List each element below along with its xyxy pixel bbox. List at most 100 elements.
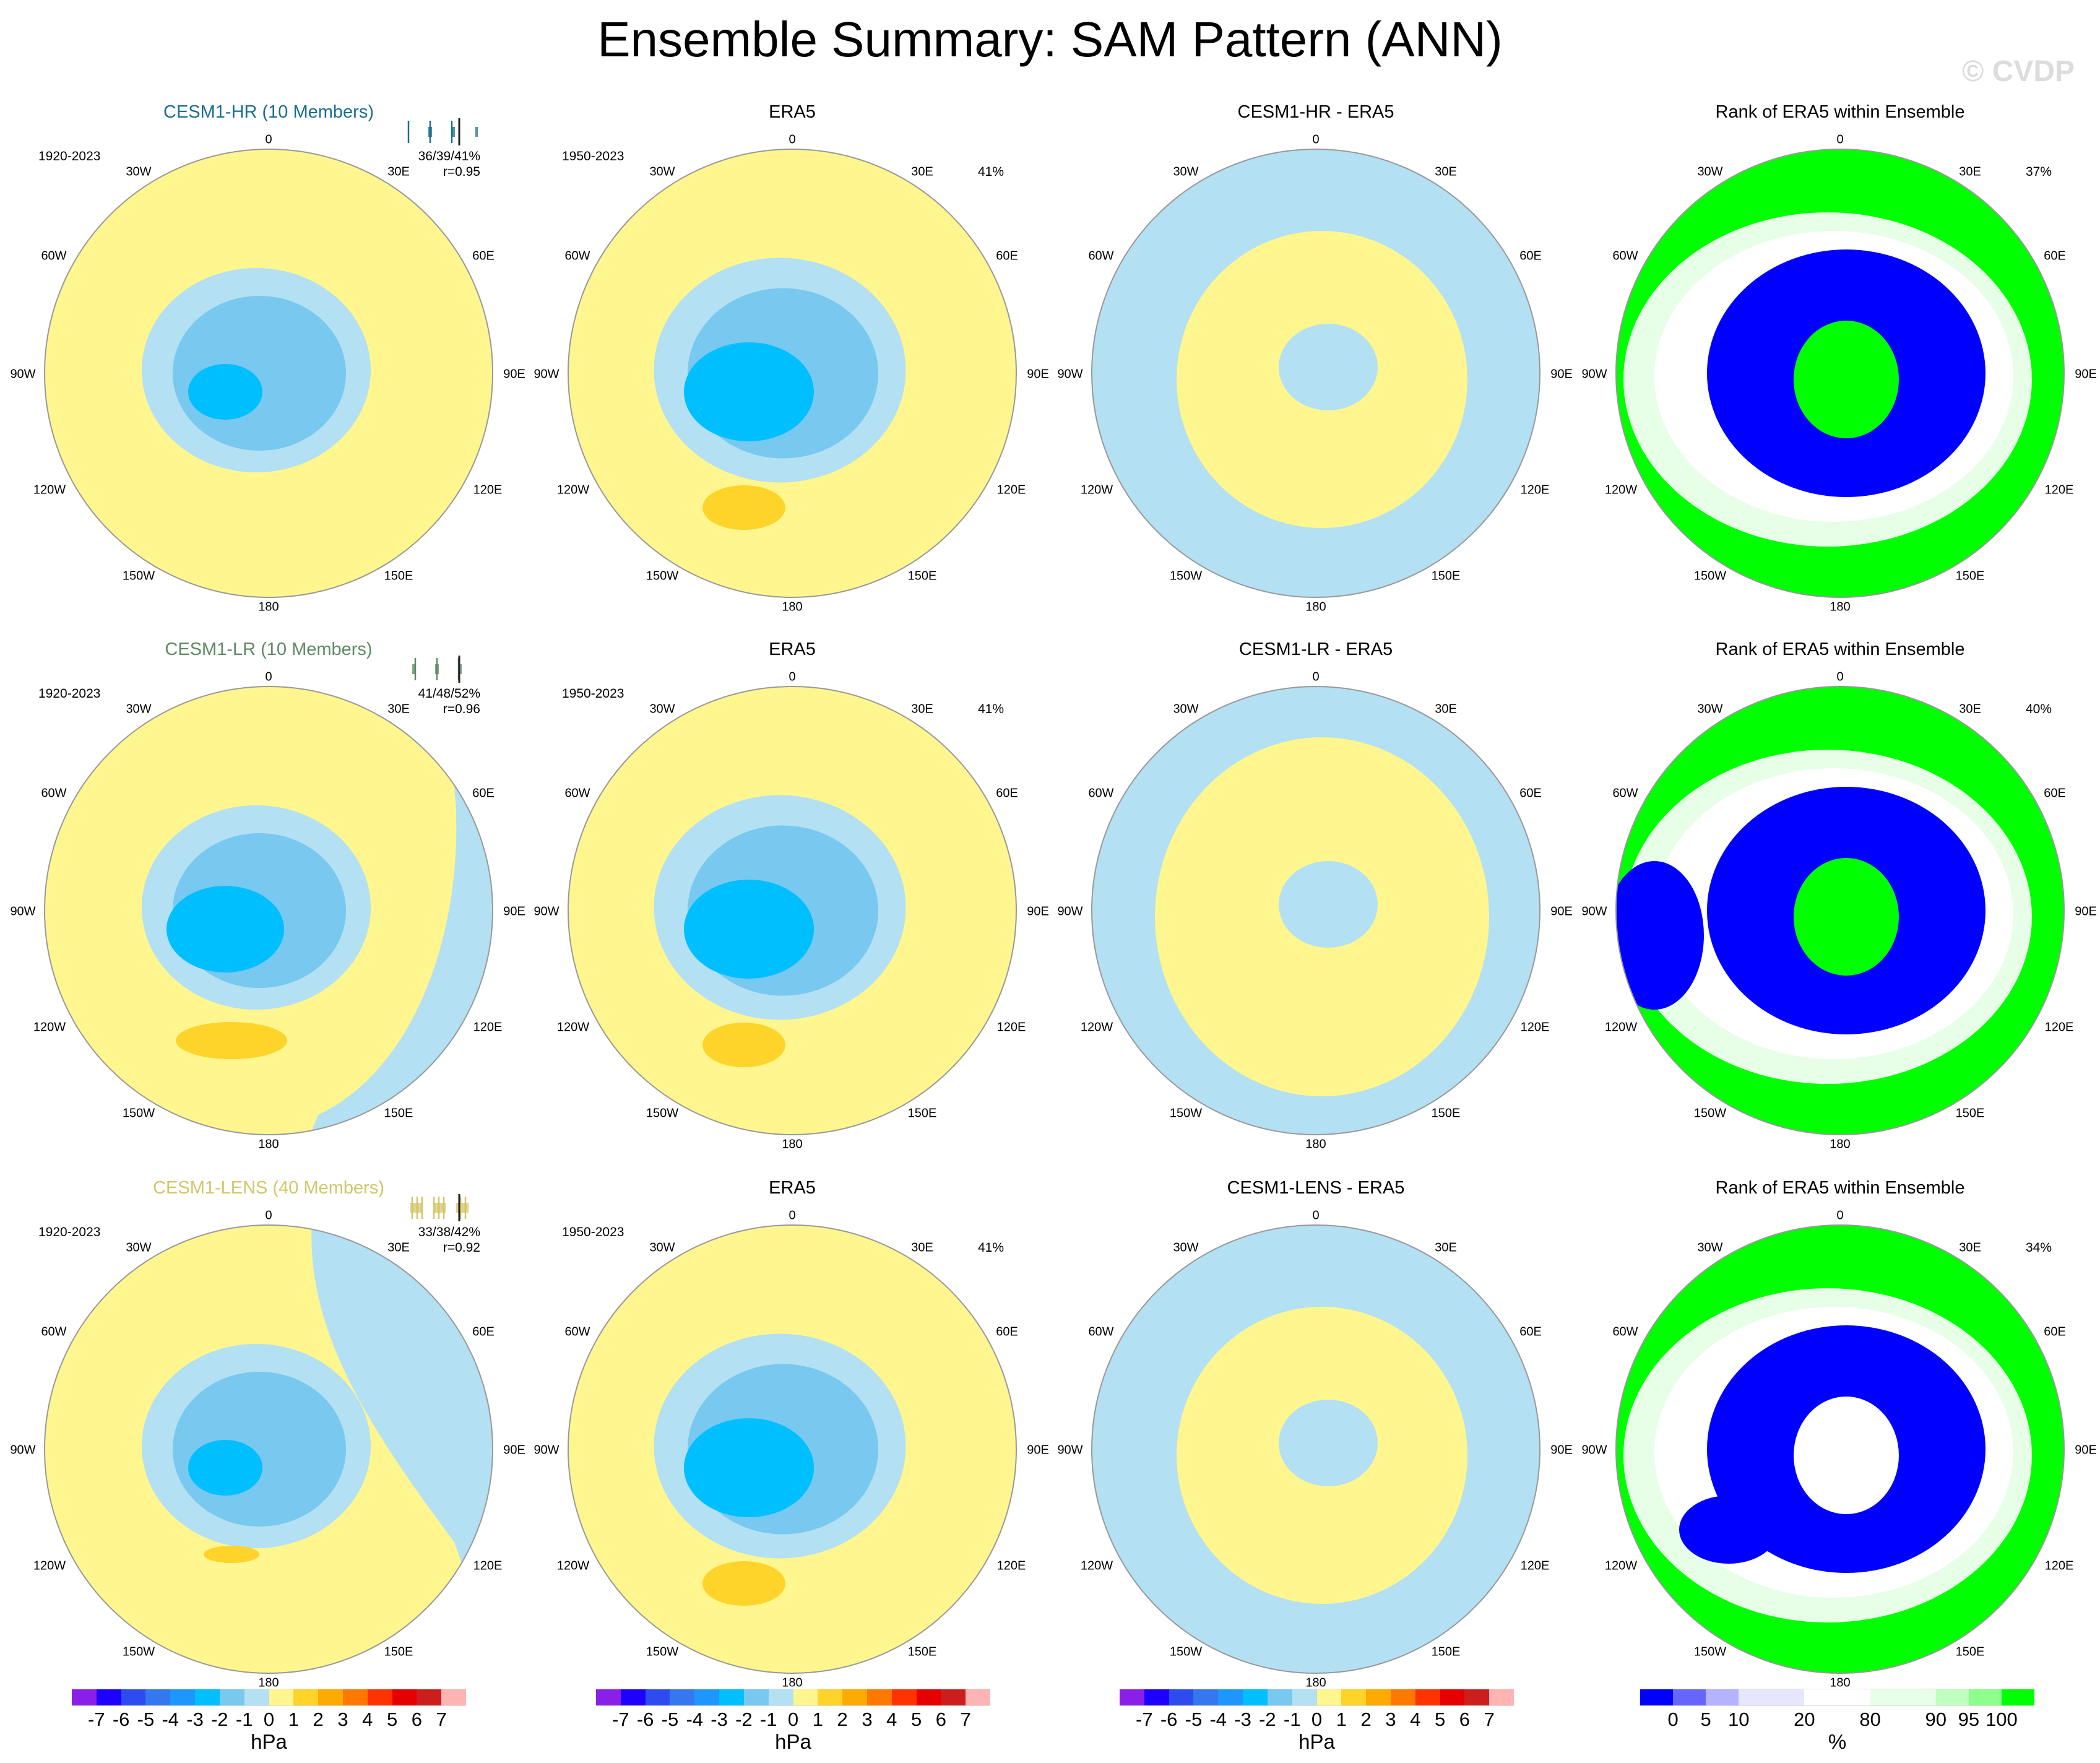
longitude-label: 180 [1830, 1137, 1851, 1151]
colorbar-swatch [743, 1689, 769, 1705]
colorbar-tick-label: 0 [787, 1709, 799, 1730]
longitude-label: 180 [1830, 1676, 1851, 1690]
longitude-label: 150W [122, 569, 155, 583]
longitude-label: 120E [2044, 1020, 2074, 1034]
colorbar-unit: hPa [775, 1730, 811, 1753]
colorbar-tick-label: 1 [288, 1709, 299, 1730]
colorbar-swatch [1415, 1689, 1440, 1705]
colorbar-swatch [596, 1689, 621, 1705]
longitude-label: 150W [1169, 1106, 1203, 1120]
colorbar-tick-label: -5 [661, 1709, 679, 1730]
longitude-label: 150E [1431, 1645, 1461, 1659]
longitude-label: 30E [387, 1241, 410, 1255]
longitude-label: 30W [1697, 1241, 1723, 1255]
longitude-label: 150W [646, 1645, 679, 1659]
colorbar-tick-label: -5 [1185, 1709, 1203, 1730]
longitude-label: 120W [1080, 1020, 1113, 1034]
colorbar-tick-label: 5 [1700, 1709, 1711, 1730]
rank-center [1794, 858, 1899, 976]
longitude-label: 60W [1612, 786, 1638, 800]
longitude-label: 60W [41, 1325, 67, 1339]
colorbar-swatch [966, 1689, 990, 1705]
longitude-label: 120W [556, 1020, 590, 1034]
pattern-correlation: r=0.96 [443, 702, 480, 716]
colorbar-tick-label: -3 [1234, 1709, 1251, 1730]
colorbar-unit: % [1828, 1730, 1847, 1753]
longitude-label: 150W [122, 1645, 155, 1659]
ensemble-member-ticks [412, 656, 462, 683]
colorbar-swatch [195, 1689, 220, 1705]
longitude-label: 60E [996, 1325, 1018, 1339]
longitude-label: 30W [1173, 702, 1199, 716]
longitude-label: 90W [1581, 904, 1607, 919]
contour-plus1 [702, 1023, 785, 1067]
longitude-label: 60W [1088, 249, 1114, 263]
longitude-label: 150W [646, 1106, 679, 1120]
colorbar-swatch [1464, 1689, 1490, 1705]
colorbar-tick-label: 2 [837, 1709, 848, 1730]
colorbar-tick-label: 100 [1985, 1709, 2018, 1730]
contour-minus3 [188, 1440, 262, 1496]
longitude-label: 30W [649, 1241, 675, 1255]
variance-pct-range: 33/38/42% [418, 1225, 480, 1239]
longitude-label: 60W [41, 786, 67, 800]
longitude-label: 150E [1955, 1645, 1985, 1659]
colorbar-tick-label: 6 [1459, 1709, 1470, 1730]
colorbar-tick-label: 3 [862, 1709, 873, 1730]
longitude-label: 150W [1693, 1106, 1727, 1120]
diff-panel-title: CESM1-LENS - ERA5 [1227, 1178, 1405, 1198]
colorbar-swatch [244, 1689, 269, 1705]
longitude-label: 180 [258, 1137, 279, 1151]
longitude-label: 30E [387, 165, 410, 179]
longitude-label: 120E [996, 1559, 1026, 1573]
field [568, 1225, 1016, 1673]
longitude-label: 90W [534, 904, 560, 919]
longitude-label: 90W [1581, 1443, 1607, 1457]
colorbar [1640, 1689, 2034, 1706]
longitude-label: 90E [1550, 1443, 1573, 1457]
longitude-label: 60E [996, 786, 1018, 800]
colorbar-tick-label: 7 [960, 1709, 971, 1730]
obs-panel-title: ERA5 [769, 1178, 816, 1198]
rank-center [1794, 1397, 1899, 1514]
model-panel-title: CESM1-LENS (40 Members) [153, 1178, 384, 1198]
rank-center [1794, 321, 1899, 438]
longitude-label: 120E [1520, 1020, 1550, 1034]
map-boundary [568, 686, 1017, 1135]
colorbar-swatch [1640, 1689, 1674, 1705]
longitude-label: 0 [265, 670, 272, 684]
longitude-label: 180 [1830, 600, 1851, 614]
longitude-label: 90W [10, 367, 36, 381]
pattern-variance-pct: 41% [977, 1241, 1004, 1255]
diff-polar-map [1091, 149, 1540, 598]
longitude-label: 120W [1604, 1559, 1638, 1573]
longitude-label: 30E [387, 702, 410, 716]
colorbar-tick-label: -6 [636, 1709, 654, 1730]
colorbar-tick-label: -6 [112, 1709, 130, 1730]
longitude-label: 60E [472, 1325, 495, 1339]
longitude-label: 150W [1693, 569, 1727, 583]
colorbar-tick-label: 2 [313, 1709, 324, 1730]
colorbar-swatch [1243, 1689, 1268, 1705]
colorbar-tick-label: -6 [1160, 1709, 1178, 1730]
longitude-label: 30W [1697, 702, 1723, 716]
colorbar-swatch [1390, 1689, 1415, 1705]
model-panel-title: CESM1-HR (10 Members) [163, 102, 374, 122]
longitude-label: 30E [1435, 165, 1457, 179]
rank-polar-map [1615, 1224, 2065, 1674]
colorbar-tick-label: 0 [1667, 1709, 1679, 1730]
contour-minus3 [684, 1418, 814, 1517]
pattern-correlation: r=0.92 [443, 1241, 480, 1255]
map-boundary [1091, 1224, 1540, 1674]
map-boundary [568, 1224, 1017, 1674]
colorbar-swatch [1341, 1689, 1367, 1705]
contour-plus1 [702, 1561, 785, 1606]
colorbar-swatch [145, 1689, 171, 1705]
colorbar-swatch [2001, 1689, 2034, 1705]
contour-minus3 [684, 342, 814, 441]
colorbar [596, 1689, 990, 1706]
colorbar-swatch [392, 1689, 417, 1705]
longitude-label: 120W [556, 1559, 590, 1573]
colorbar-swatch [72, 1689, 97, 1705]
colorbar [1120, 1689, 1514, 1706]
